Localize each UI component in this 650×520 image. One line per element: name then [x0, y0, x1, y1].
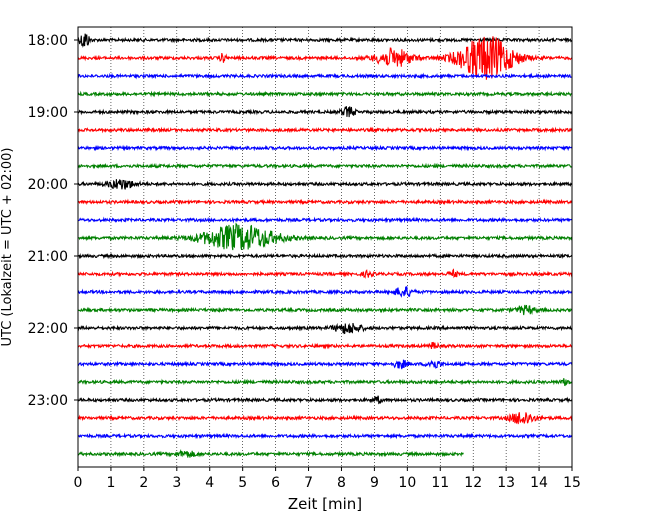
y-tick-label: 23:00 — [28, 393, 68, 409]
x-tick-label: 9 — [370, 475, 379, 491]
trace-20:00 — [77, 179, 573, 190]
x-tick-label: 12 — [464, 475, 482, 491]
trace-19:30 — [77, 144, 573, 152]
trace-23:15 — [77, 412, 573, 425]
x-tick-label: 8 — [337, 475, 346, 491]
trace-19:00 — [77, 106, 573, 118]
trace-21:00 — [77, 252, 573, 260]
trace-18:15 — [77, 36, 573, 80]
trace-22:45 — [77, 378, 573, 387]
trace-23:30 — [77, 432, 573, 440]
x-tick-label: 0 — [74, 475, 83, 491]
x-tick-label: 1 — [106, 475, 115, 491]
x-tick-label: 4 — [205, 475, 214, 491]
x-tick-label: 3 — [172, 475, 181, 491]
grid-lines — [110, 27, 540, 467]
y-tick-label: 19:00 — [28, 105, 68, 121]
trace-21:15 — [77, 268, 573, 279]
trace-18:45 — [77, 90, 573, 98]
trace-19:45 — [77, 162, 573, 170]
x-tick-label: 15 — [563, 475, 581, 491]
x-tick-label: 2 — [139, 475, 148, 491]
trace-20:45 — [77, 222, 573, 251]
trace-18:30 — [77, 72, 573, 80]
x-tick-label: 7 — [304, 475, 313, 491]
trace-group — [77, 33, 573, 458]
x-tick-label: 5 — [238, 475, 247, 491]
y-tick-label: 21:00 — [28, 249, 68, 265]
y-axis: 18:00 19:00 20:00 21:00 22:00 23:00 — [28, 33, 78, 409]
x-axis: 0 1 2 3 4 5 6 7 8 9 10 11 12 13 14 15 — [74, 467, 581, 491]
y-axis-label: UTC (Lokalzeit = UTC + 02:00) — [0, 148, 15, 347]
trace-22:30 — [77, 359, 573, 370]
trace-20:15 — [77, 198, 573, 206]
trace-18:00 — [77, 33, 573, 48]
trace-23:00 — [77, 395, 573, 405]
x-tick-label: 13 — [497, 475, 515, 491]
x-tick-label: 11 — [431, 475, 449, 491]
trace-22:15 — [77, 341, 573, 350]
y-tick-label: 18:00 — [28, 33, 68, 49]
x-tick-label: 6 — [271, 475, 280, 491]
trace-20:30 — [77, 216, 573, 224]
y-tick-label: 20:00 — [28, 177, 68, 193]
trace-21:45 — [77, 304, 573, 316]
trace-23:45 — [77, 448, 464, 458]
x-tick-label: 10 — [398, 475, 416, 491]
trace-22:00 — [77, 322, 573, 335]
plot-frame — [77, 26, 573, 468]
trace-19:15 — [77, 126, 573, 134]
y-tick-label: 22:00 — [28, 321, 68, 337]
trace-21:30 — [77, 286, 573, 298]
x-tick-label: 14 — [530, 475, 548, 491]
x-axis-label: Zeit [min] — [288, 495, 362, 513]
